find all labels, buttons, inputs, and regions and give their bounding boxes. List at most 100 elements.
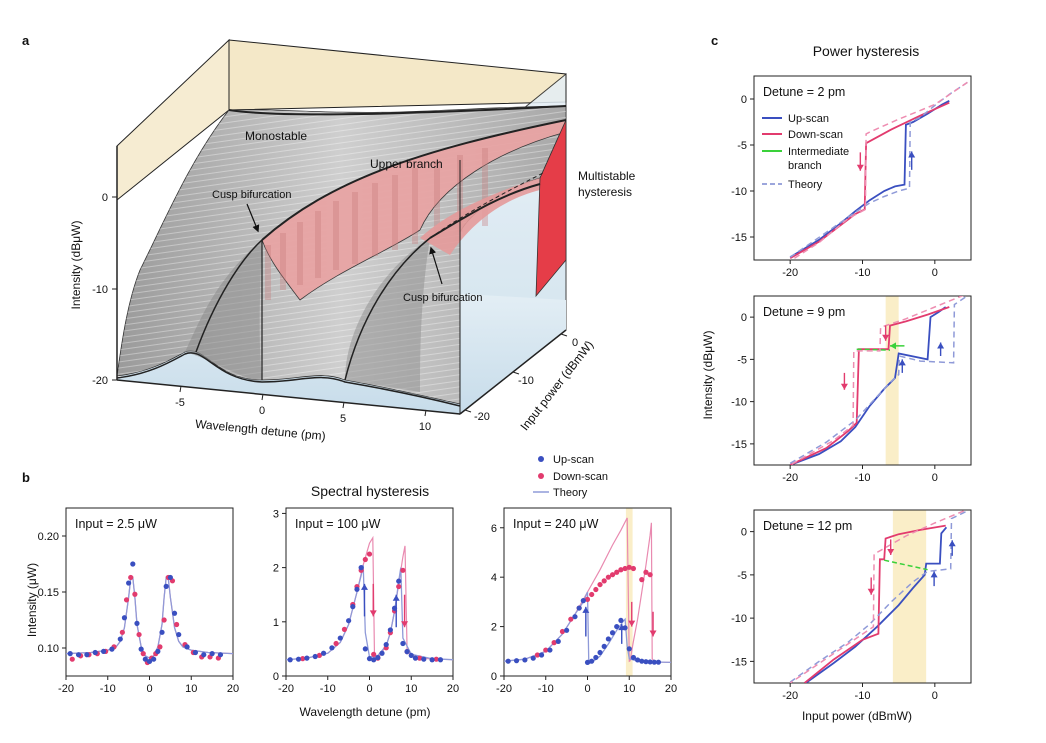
c1-arrow-head-1 [856,164,864,171]
b2-up-point-3 [312,653,318,660]
c3-ytick-label-1: -5 [737,570,747,582]
plot-b3: -20 -10 0 10 20 0 2 4 6 Input = 240 μW [491,507,677,695]
plot-c2: -20 -10 0 0 -5 -10 -15 Detune = 9 pm [731,295,972,484]
b3-up-point-21 [626,646,632,652]
b3-up-point-1 [513,658,520,664]
b2-up-point-19 [396,578,402,584]
panel-b-title: Spectral hysteresis [311,483,429,499]
c1-series-theory [789,81,968,258]
valley-left [185,240,262,380]
b3-theory-down-line [504,517,671,663]
b3-arrow-head-1 [618,624,626,631]
c3-series-theory_down [789,510,965,683]
b1-title: Input = 2.5 μW [75,517,157,531]
b2-down-point-3 [341,626,348,632]
legend-down-marker [538,473,544,479]
b2-up-point-20 [400,640,406,647]
b3-up-point-17 [609,630,616,636]
a-zlabel: Intensity (dBμW) [69,221,83,310]
b1-up-point-17 [163,583,169,590]
b3-up-point-12 [589,658,595,664]
b3-down-point-6 [584,596,591,603]
b2-up-point-1 [295,656,302,662]
b3-down-point-20 [647,572,653,578]
c2-content [789,296,969,465]
b3-down-point-4 [568,616,574,622]
b1-theory-up-line [66,576,233,659]
b2-down-point-7 [362,556,368,563]
a-xtick-1: 0 [259,405,265,417]
b2-up-point-17 [387,627,393,633]
b3-xtick-label-3: 10 [623,683,635,695]
cusp-left-arrow [246,203,260,233]
a-xtick-2: 5 [340,413,346,425]
panel-a: a [22,33,636,443]
c1-ytick-label-1: -5 [737,140,747,152]
b3-ytick-label-1: 2 [491,622,497,634]
b1-up-point-9 [130,561,136,567]
b1-up-point-6 [117,636,123,642]
b2-down-point-8 [366,551,373,557]
b3-down-point-13 [614,569,620,575]
b1-xtick-label-4: 20 [227,683,239,695]
c3-series-up [804,526,948,683]
a-ytick-2: -20 [474,411,490,423]
b3-down-point-12 [609,572,616,578]
panel-c-title: Power hysteresis [813,43,920,59]
c-legend: Up-scan Down-scan Intermediate branch Th… [762,113,849,191]
b3-up-point-19 [618,617,624,624]
b3-ytick-label-2: 4 [491,572,497,584]
b1-up-point-0 [67,651,73,657]
panel-a-label: a [22,33,30,48]
multistable-wall [535,119,567,298]
b2-up-point-7 [346,618,352,624]
b3-up-point-3 [530,655,536,661]
b1-down-point-16 [161,617,167,623]
c3-highlight [892,510,927,683]
b1-ytick-label-0: 0.10 [38,643,59,655]
legend-c-int-label-2: branch [788,160,822,172]
b3-arrow-head-2 [628,620,636,627]
b3-up-point-5 [547,647,553,653]
c1-ytick-label-2: -10 [731,186,747,198]
b1-up-point-3 [92,649,98,656]
b3-up-point-16 [605,636,611,642]
b3-up-point-6 [555,638,561,645]
b3-up-point-25 [643,659,649,665]
c3-arrow-head-3 [867,588,875,595]
b2-down-point-2 [333,640,339,647]
c2-ytick-label-1: -5 [737,354,747,366]
b3-down-point-11 [605,574,611,580]
c1-content [789,81,968,260]
c3-ytick-label-3: -15 [731,656,747,668]
b3-up-point-4 [538,652,545,658]
b1-frame [65,507,234,677]
b1-up-point-14 [151,656,157,662]
b1-up-point-15 [155,648,161,654]
b1-down-point-10 [136,631,142,638]
b2-up-point-22 [408,652,414,659]
legend-c-int-label-1: Intermediate [788,146,849,158]
b3-up-point-13 [593,654,599,661]
legend-up-label: Up-scan [553,454,594,466]
b3-up-point-10 [580,598,586,604]
b2-ytick-label-3: 3 [273,508,279,520]
b1-up-point-21 [184,644,190,650]
b2-up-point-5 [329,645,335,651]
b1-xtick-label-0: -20 [58,683,74,695]
b1-up-point-8 [126,580,132,586]
a-xlabel: Wavelength detune (pm) [195,417,327,443]
a-x-axis [116,379,461,415]
b2-frame [285,507,454,677]
b3-xtick-label-4: 20 [665,683,677,695]
floor-profile [116,352,461,407]
b3-ytick-label-3: 6 [491,523,497,535]
b1-up-point-19 [171,610,178,616]
b2-up-point-11 [362,646,368,652]
b2-down-point-17 [417,655,423,661]
hysteresis-label: hysteresis [578,185,632,199]
b1-up-point-1 [75,652,82,658]
c-xlabel: Input power (dBmW) [802,709,912,723]
b3-up-point-8 [572,614,578,620]
